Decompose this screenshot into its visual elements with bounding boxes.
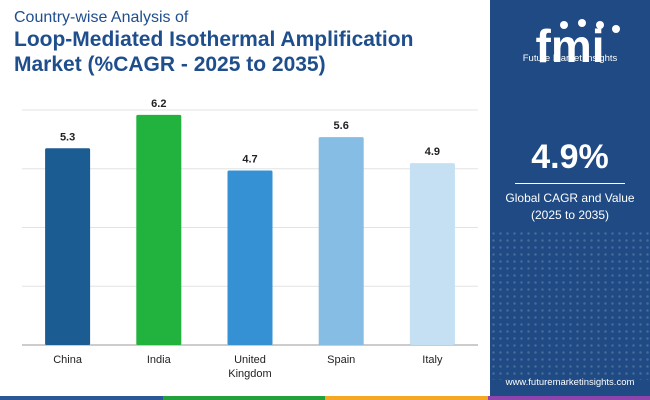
strip-segment-4	[487, 396, 650, 400]
bar-italy	[409, 163, 455, 345]
cagr-caption-line-1: Global CAGR and Value	[505, 191, 635, 205]
chart-subtitle: Country-wise Analysis of	[14, 9, 189, 26]
fmi-logo-icon: fmi	[536, 19, 620, 72]
x-tick-label-line: United	[234, 354, 266, 366]
x-tick-label: Spain	[327, 354, 355, 366]
data-label: 6.2	[151, 98, 166, 110]
global-cagr-value: 4.9%	[531, 138, 609, 176]
title-block: Country-wise Analysis of Loop-Mediated I…	[14, 8, 484, 77]
strip-segment-2	[162, 396, 325, 400]
bar-india	[136, 114, 182, 346]
summary-panel: fmi Future Market Insights 4.9% Global C…	[490, 0, 650, 400]
data-label: 4.7	[242, 154, 257, 166]
bar-chart: 5.3 China 6.2 India 4.7 United Kingdom 5.6 Spain…	[22, 98, 478, 380]
chart-title-line-1: Loop-Mediated Isothermal Amplification	[14, 28, 414, 51]
x-tick-label-line: China	[53, 354, 83, 366]
data-label: 5.6	[334, 120, 349, 132]
data-label: 5.3	[60, 131, 75, 143]
x-tick-label: China	[53, 354, 83, 366]
x-tick-label-line: Spain	[327, 354, 355, 366]
divider	[515, 183, 625, 184]
strip-segment-1	[0, 396, 163, 400]
bar-spain	[318, 137, 364, 345]
x-tick-label: Italy	[422, 354, 443, 366]
global-cagr-caption: Global CAGR and Value (2025 to 2035)	[490, 190, 650, 224]
x-tick-label: India	[147, 354, 172, 366]
bar-china	[45, 148, 91, 345]
cagr-caption-line-2: (2025 to 2035)	[530, 208, 610, 222]
bar-united-kingdom	[227, 170, 273, 345]
data-label: 4.9	[425, 146, 440, 158]
logo-wordmark: Future Market Insights	[522, 53, 618, 64]
chart-title-line-2: Market (%CAGR - 2025 to 2035)	[14, 53, 326, 76]
x-tick-label: United Kingdom	[228, 354, 271, 380]
x-tick-label-line: Italy	[422, 354, 443, 366]
strip-segment-3	[325, 396, 488, 400]
dot-pattern	[490, 230, 650, 380]
website-link[interactable]: www.futuremarketinsights.com	[505, 377, 635, 388]
svg-text:fmi: fmi	[536, 20, 605, 72]
x-tick-label-line: India	[147, 354, 172, 366]
bottom-color-strip	[0, 396, 650, 400]
x-tick-label-line: Kingdom	[228, 368, 271, 380]
